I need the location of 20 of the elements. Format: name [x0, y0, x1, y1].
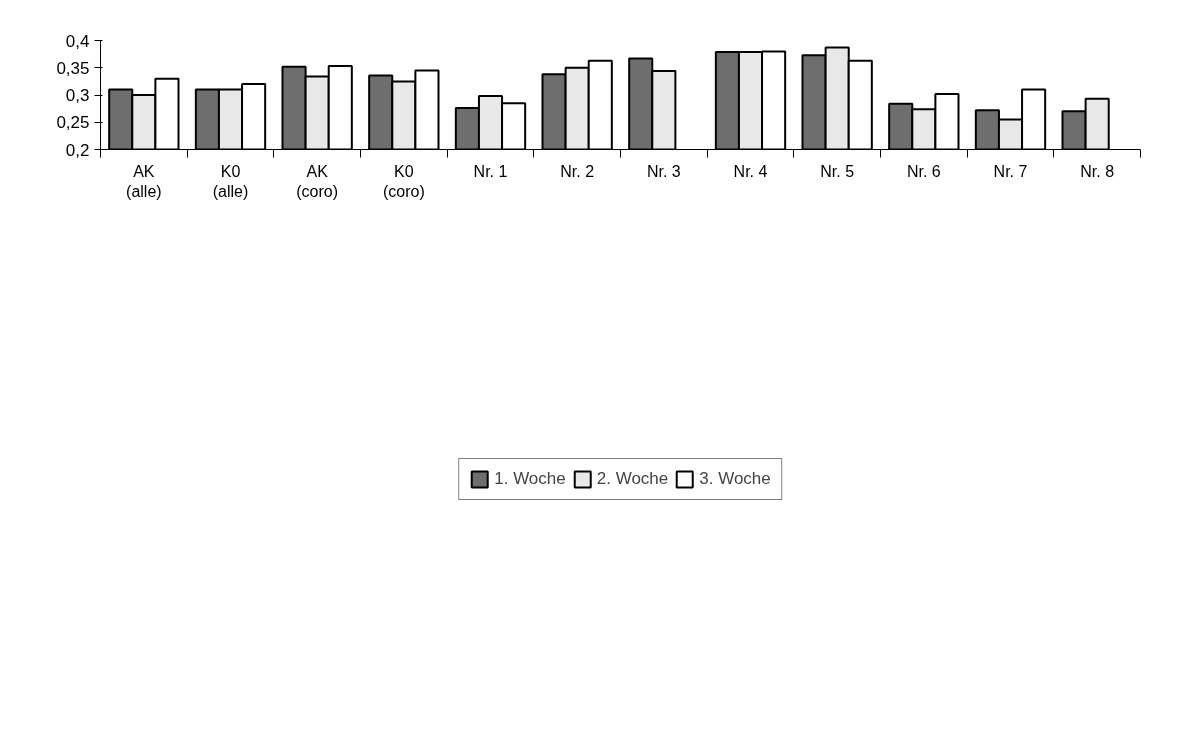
x-tick-label: Nr. 7	[993, 162, 1028, 180]
x-tick-label: Nr. 3	[646, 162, 681, 180]
x-tick-label: AK (coro)	[296, 162, 339, 200]
x-tick-label: Nr. 4	[733, 162, 768, 180]
y-tick-label: 0,25	[56, 113, 90, 133]
legend-label: 2. Woche	[596, 469, 669, 489]
y-tick-label: 0,3	[65, 86, 90, 105]
x-tick-label: K0 (alle)	[212, 162, 249, 200]
x-tick-label: Nr. 1	[473, 162, 508, 180]
legend-label: 3. Woche	[699, 469, 771, 489]
y-tick-label: 0,35	[56, 58, 90, 78]
x-tick-label: Nr. 5	[820, 162, 855, 180]
x-tick-label: Nr. 2	[560, 162, 595, 180]
y-tick-label: 0,4	[65, 31, 90, 51]
x-tick-label: Nr. 8	[1080, 162, 1115, 180]
x-tick-label: K0 (coro)	[382, 162, 425, 200]
legend-label: 1. Woche	[494, 469, 566, 489]
x-tick-label: AK (alle)	[126, 162, 162, 200]
y-tick-label: 0,2	[65, 140, 90, 160]
x-tick-label: Nr. 6	[906, 162, 941, 180]
